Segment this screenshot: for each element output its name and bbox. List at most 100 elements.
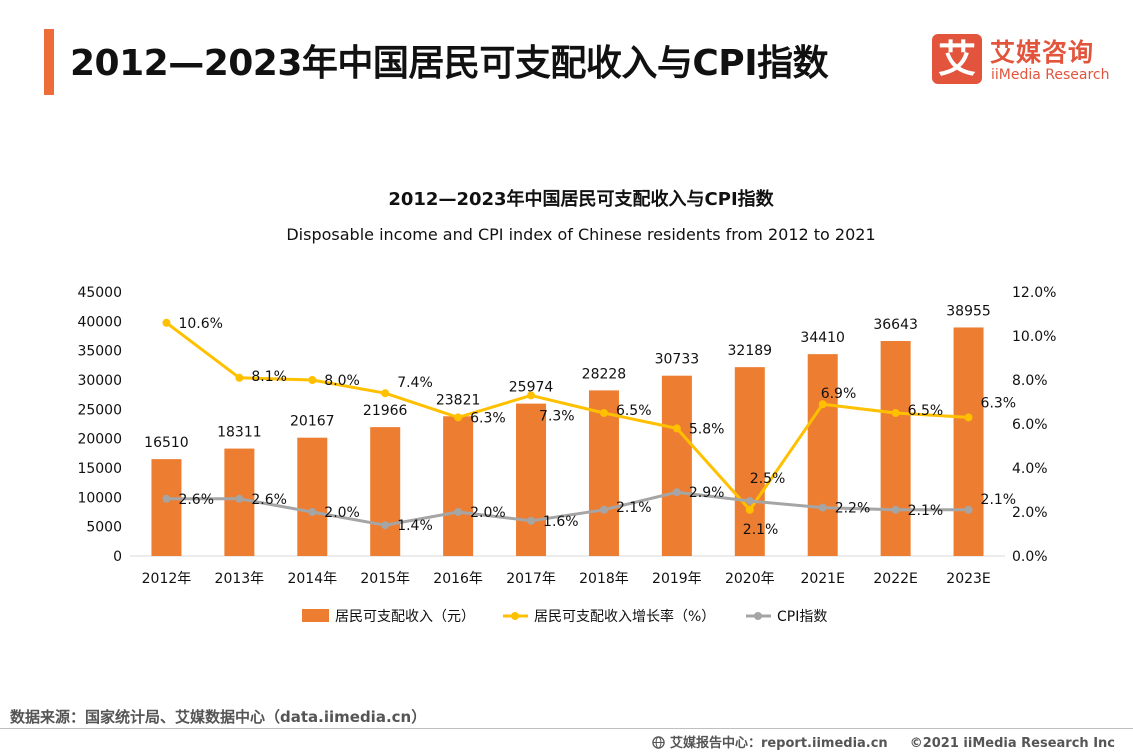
cpi-label: 2.1% xyxy=(981,492,1017,508)
income-bar-label: 25974 xyxy=(509,380,554,396)
cpi-label: 2.1% xyxy=(908,503,944,519)
growth-rate-point xyxy=(891,409,900,417)
x-tick-label: 2023E xyxy=(946,571,990,587)
chart-subtitle: Disposable income and CPI index of Chine… xyxy=(286,225,875,244)
y-left-tick-label: 10000 xyxy=(77,490,122,506)
y-left-tick-label: 25000 xyxy=(77,402,122,418)
chart-title: 2012—2023年中国居民可支配收入与CPI指数 xyxy=(388,188,774,210)
y-right-tick-label: 8.0% xyxy=(1012,373,1048,389)
cpi-label: 2.9% xyxy=(689,485,725,501)
cpi-point xyxy=(381,521,390,530)
growth-rate-label: 10.6% xyxy=(178,316,222,332)
growth-rate-point xyxy=(308,376,317,384)
iimedia-logo[interactable]: 艾 艾媒咨询 iiMedia Research xyxy=(932,34,1117,88)
x-tick-label: 2013年 xyxy=(215,571,265,587)
income-bar-label: 34410 xyxy=(800,330,845,346)
legend-income-label: 居民可支配收入（元） xyxy=(335,609,475,625)
growth-rate-point xyxy=(964,413,973,422)
income-bar-label: 30733 xyxy=(655,352,700,368)
income-cpi-chart: 2012—2023年中国居民可支配收入与CPI指数 Disposable inco… xyxy=(77,188,1056,625)
growth-rate-label: 7.4% xyxy=(397,375,433,391)
income-bar xyxy=(880,341,911,556)
y-right-tick-label: 4.0% xyxy=(1012,461,1048,477)
legend-income-swatch xyxy=(302,609,329,622)
income-bar-label: 21966 xyxy=(363,403,408,419)
growth-rate-point xyxy=(527,391,536,400)
cpi-label: 2.6% xyxy=(178,492,214,508)
x-tick-label: 2019年 xyxy=(652,571,702,587)
income-bar-label: 23821 xyxy=(436,392,481,408)
income-bar xyxy=(370,427,401,556)
cpi-point xyxy=(891,505,900,514)
legend-cpi-marker xyxy=(754,612,762,620)
cpi-point xyxy=(745,497,754,505)
growth-rate-point xyxy=(599,409,608,417)
growth-rate-label: 6.3% xyxy=(981,395,1017,411)
income-bar xyxy=(443,416,474,556)
cpi-point xyxy=(672,488,681,497)
cpi-point xyxy=(308,508,317,516)
y-right-tick-label: 0.0% xyxy=(1012,549,1048,565)
growth-rate-label: 5.8% xyxy=(689,421,725,437)
x-tick-label: 2020年 xyxy=(725,571,775,587)
x-tick-label: 2017年 xyxy=(506,571,556,587)
y-right-tick-label: 10.0% xyxy=(1012,329,1056,345)
growth-rate-point xyxy=(454,413,463,422)
growth-rate-point xyxy=(672,424,681,433)
x-tick-label: 2018年 xyxy=(579,571,629,587)
logo-mark-icon: 艾 xyxy=(932,34,982,84)
cpi-point xyxy=(454,508,463,516)
income-bar-label: 16510 xyxy=(144,435,189,451)
income-bar-label: 20167 xyxy=(290,414,335,430)
income-bar-label: 36643 xyxy=(873,317,918,333)
y-left-tick-label: 15000 xyxy=(77,461,122,477)
growth-rate-label: 2.1% xyxy=(743,522,779,538)
cpi-point xyxy=(818,503,827,512)
cpi-point xyxy=(162,494,171,503)
income-bar-label: 32189 xyxy=(728,343,773,359)
growth-rate-label: 6.5% xyxy=(616,403,652,419)
page-title: 2012—2023年中国居民可支配收入与CPI指数 xyxy=(70,43,829,84)
report-site-link[interactable]: 艾媒报告中心：report.iimedia.cn xyxy=(669,736,888,751)
growth-rate-point xyxy=(745,505,754,514)
footer-info: 艾媒报告中心：report.iimedia.cn ©2021 iiMedia Re… xyxy=(652,732,1115,751)
legend-growth-label: 居民可支配收入增长率（%） xyxy=(534,608,715,625)
cpi-label: 2.5% xyxy=(750,471,786,487)
growth-rate-point xyxy=(818,400,827,409)
y-left-tick-label: 20000 xyxy=(77,432,122,448)
cpi-label: 2.2% xyxy=(835,501,871,517)
logo-chinese-text: 艾媒咨询 xyxy=(990,38,1095,67)
y-right-tick-label: 2.0% xyxy=(1012,505,1048,521)
cpi-point xyxy=(527,516,536,525)
growth-rate-label: 8.1% xyxy=(251,369,287,385)
income-bar xyxy=(151,459,182,556)
income-bar-label: 28228 xyxy=(582,366,627,382)
growth-rate-point xyxy=(381,389,390,398)
income-bar xyxy=(588,390,619,556)
growth-rate-label: 6.5% xyxy=(908,403,944,419)
cpi-label: 2.0% xyxy=(324,505,360,521)
income-bar xyxy=(661,375,692,556)
income-bar xyxy=(297,437,328,556)
income-bar-label: 38955 xyxy=(946,303,991,319)
growth-rate-label: 7.3% xyxy=(539,408,575,424)
cpi-label: 2.0% xyxy=(470,505,506,521)
x-tick-label: 2022E xyxy=(873,571,917,587)
x-tick-label: 2016年 xyxy=(433,571,483,587)
x-tick-label: 2021E xyxy=(800,571,844,587)
logo-english-text: iiMedia Research xyxy=(991,67,1110,83)
cpi-point xyxy=(235,494,244,503)
y-left-tick-label: 45000 xyxy=(77,285,122,301)
growth-rate-label: 6.3% xyxy=(470,410,506,426)
cpi-label: 1.4% xyxy=(397,518,433,534)
y-left-tick-label: 5000 xyxy=(86,520,122,536)
cpi-label: 2.1% xyxy=(616,500,652,516)
income-bar xyxy=(953,327,984,556)
x-tick-label: 2015年 xyxy=(360,571,410,587)
cpi-point xyxy=(964,505,973,514)
income-bar xyxy=(807,354,838,556)
y-left-tick-label: 0 xyxy=(113,549,122,565)
growth-rate-point xyxy=(235,373,244,382)
y-right-tick-label: 12.0% xyxy=(1012,285,1056,301)
x-tick-label: 2012年 xyxy=(142,571,192,587)
